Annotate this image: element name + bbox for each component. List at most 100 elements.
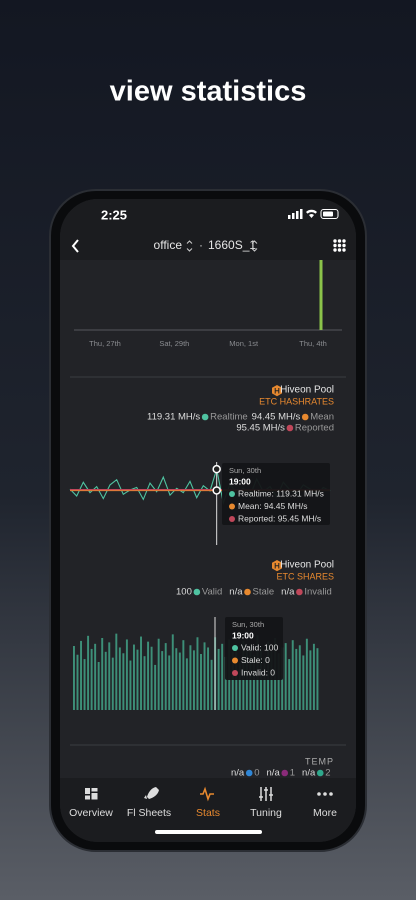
- bar: [161, 651, 164, 710]
- x-tick-label: Mon, 1st: [229, 339, 259, 348]
- bar: [302, 655, 305, 710]
- stats-icon: [200, 786, 214, 802]
- back-button[interactable]: [71, 239, 79, 253]
- x-tick-label: Sat, 29th: [159, 339, 189, 348]
- tab-bar: [60, 778, 356, 842]
- tab-label[interactable]: Overview: [69, 807, 113, 819]
- worker-selector[interactable]: 1660S_1: [208, 238, 256, 252]
- bar: [94, 643, 97, 710]
- bar: [129, 660, 132, 710]
- legend-name: Reported: [295, 423, 334, 434]
- bar: [76, 654, 79, 710]
- bar: [238, 662, 241, 710]
- bar: [132, 644, 135, 710]
- tooltip-dot: [232, 645, 238, 651]
- bar: [295, 648, 298, 710]
- tooltip-dot: [229, 503, 235, 510]
- bar: [217, 648, 220, 710]
- bar: [87, 635, 90, 710]
- bar: [175, 648, 178, 710]
- tooltip-dot: [232, 657, 238, 664]
- tab-label[interactable]: More: [313, 807, 337, 819]
- cursor-point: [212, 464, 221, 474]
- top-bar: [60, 199, 356, 260]
- legend-value: 100: [176, 587, 192, 598]
- legend-name: 0: [254, 768, 259, 779]
- bar: [291, 640, 294, 710]
- legend-value: 119.31 MH/s: [147, 412, 200, 423]
- bar: [231, 651, 234, 710]
- legend-name: Invalid: [304, 587, 331, 598]
- legend-value: n/a: [229, 587, 243, 598]
- tooltip-line: Realtime: 119.31 MH/s: [238, 488, 324, 498]
- legend-name: Stale: [253, 587, 275, 598]
- legend-value: n/a: [267, 768, 281, 779]
- legend-dot: [286, 424, 294, 432]
- legend-dot: [281, 769, 289, 777]
- bar: [73, 646, 75, 710]
- tooltip-line: Invalid: 0: [241, 667, 275, 677]
- legend-dot: [201, 413, 209, 421]
- bar: [189, 645, 192, 710]
- promo-title: view statistics: [110, 76, 307, 108]
- bar: [182, 640, 185, 710]
- pool-logo: [272, 385, 282, 397]
- bar: [168, 655, 171, 710]
- bar: [312, 643, 315, 710]
- bar: [154, 664, 157, 710]
- legend-name: 1: [290, 768, 295, 779]
- legend-value: n/a: [302, 768, 316, 779]
- bar: [277, 653, 280, 710]
- bar: [104, 651, 107, 710]
- tooltip: [225, 617, 283, 680]
- bar: [309, 650, 312, 710]
- worker-chevron: [251, 240, 258, 252]
- tooltip-line: Reported: 95.45 MH/s: [238, 513, 321, 523]
- bar: [196, 637, 199, 710]
- legend-dot: [245, 769, 253, 777]
- status-icons: [288, 209, 339, 219]
- status-time: 2:25: [101, 207, 127, 222]
- legend-value: 95.45 MH/s: [236, 423, 285, 434]
- legend-name: Mean: [310, 412, 334, 423]
- legend-dot: [244, 588, 251, 596]
- bar: [316, 648, 319, 710]
- pool-name: Hiveon Pool: [280, 560, 334, 571]
- tab-label[interactable]: Fl Sheets: [127, 807, 171, 819]
- bar: [164, 643, 167, 710]
- tab-label[interactable]: Stats: [196, 807, 220, 819]
- legend-name: 2: [325, 768, 330, 779]
- bar: [80, 640, 82, 710]
- menu-grid-button[interactable]: [333, 239, 346, 252]
- bar: [97, 662, 100, 710]
- more-icon: [317, 792, 333, 796]
- legend-dot: [316, 769, 324, 777]
- bar: [83, 659, 86, 710]
- bar: [203, 642, 206, 710]
- tooltip-line: Valid: 100: [241, 642, 278, 652]
- bar: [298, 645, 301, 710]
- section-title: TEMP: [305, 756, 334, 766]
- bar: [157, 638, 160, 710]
- tooltip-time: 19:00: [229, 476, 251, 486]
- tooltip-time: 19:00: [232, 630, 254, 640]
- bar: [122, 653, 125, 710]
- legend-value: n/a: [281, 587, 295, 598]
- bar: [136, 649, 139, 710]
- overview-icon: [85, 788, 98, 800]
- bar: [150, 646, 153, 710]
- bar: [270, 651, 273, 710]
- bar: [125, 639, 128, 710]
- farm-selector[interactable]: office: [154, 238, 183, 252]
- bar: [143, 656, 146, 710]
- legend-dot: [296, 588, 303, 596]
- pool-name: Hiveon Pool: [280, 385, 334, 396]
- header-separator: ·: [199, 238, 203, 252]
- tooltip: [222, 463, 330, 525]
- tab-label[interactable]: Tuning: [250, 807, 282, 819]
- bar: [111, 657, 114, 710]
- tooltip-date: Sun, 30th: [229, 466, 261, 475]
- bar: [171, 634, 174, 710]
- bar: [210, 659, 213, 710]
- tooltip-line: Stale: 0: [241, 655, 270, 665]
